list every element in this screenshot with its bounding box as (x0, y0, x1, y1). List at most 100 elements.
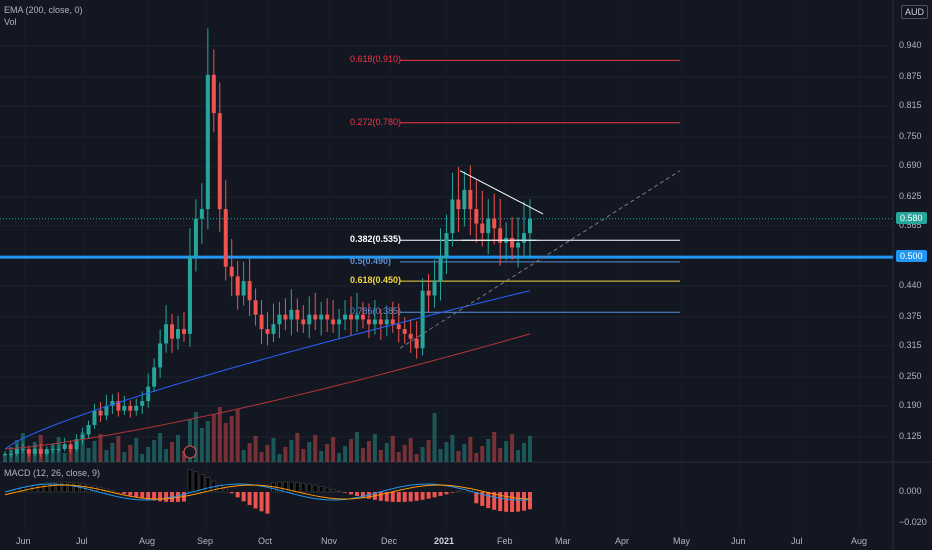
time-tick-label: Aug (851, 536, 868, 546)
candle-body (372, 319, 377, 325)
candle-body (319, 314, 324, 320)
volume-bar (164, 449, 169, 462)
candle-body (474, 209, 479, 224)
price-tick-label: 0.440 (899, 279, 922, 290)
volume-bar (516, 450, 521, 462)
volume-bar (432, 413, 437, 462)
macd-histogram-bar (282, 481, 288, 493)
volume-bar (170, 442, 175, 462)
price-tick-label: 0.190 (899, 399, 922, 410)
volume-bar (402, 445, 407, 462)
volume-bar (295, 433, 300, 462)
candle-body (229, 266, 234, 277)
price-tick-label: 0.875 (899, 71, 922, 82)
price-tick-label: 0.565 (899, 219, 922, 230)
volume-bar (480, 446, 485, 462)
volume-bar (450, 435, 455, 462)
volume-bar (205, 421, 210, 462)
candle-body (140, 401, 145, 406)
macd-histogram-bar (396, 492, 401, 502)
candle-body (325, 314, 330, 320)
candle-body (480, 223, 485, 234)
time-tick-label: 2021 (434, 536, 455, 546)
macd-histogram-bar (438, 492, 443, 496)
candle-body (56, 448, 61, 450)
time-tick-label: Dec (381, 536, 398, 546)
candle-body (98, 410, 103, 416)
volume-bar (372, 434, 377, 462)
candle-body (384, 319, 389, 325)
volume-bar (92, 441, 97, 462)
candle-body (492, 218, 497, 229)
candle-body (378, 319, 383, 325)
time-tick-label: Feb (497, 536, 513, 546)
volume-bar (38, 435, 43, 462)
macd-histogram-bar (44, 482, 50, 493)
candle-body (283, 314, 288, 320)
fib-level-label: 0.786(0.385) (350, 306, 402, 317)
volume-bar (211, 414, 216, 462)
volume-bar (390, 436, 395, 462)
candle-body (450, 199, 455, 234)
candle-body (444, 233, 449, 258)
volume-bar (68, 446, 73, 462)
price-tick-label: 0.125 (899, 431, 922, 441)
candle-body (241, 281, 246, 296)
candle-body (134, 405, 139, 411)
macd-histogram-bar (414, 492, 419, 501)
ema-legend: EMA (200, close, 0) (4, 5, 83, 15)
volume-bar (456, 451, 461, 462)
volume-bar (408, 438, 413, 462)
volume-bar (468, 437, 473, 462)
candle-body (26, 448, 31, 454)
candle-body (152, 367, 157, 387)
macd-histogram-bar (68, 481, 74, 493)
volume-bar (396, 452, 401, 462)
macd-histogram-bar (247, 492, 252, 506)
macd-histogram-bar (128, 492, 133, 496)
candle-body (486, 218, 491, 234)
volume-bar (307, 442, 312, 462)
macd-histogram-bar (522, 492, 527, 511)
time-tick-label: Sep (197, 536, 214, 546)
volume-bar (343, 446, 348, 462)
price-tick-label: 0.815 (899, 99, 922, 110)
candle-body (146, 386, 151, 402)
macd-histogram-bar (444, 492, 449, 495)
volume-bar (116, 436, 121, 462)
macd-histogram-bar (480, 492, 485, 506)
macd-histogram-bar (354, 492, 359, 496)
currency-badge[interactable]: AUD (900, 5, 928, 19)
candle-body (8, 453, 13, 455)
macd-histogram-bar (56, 481, 62, 493)
candle-body (181, 329, 186, 334)
volume-bar (62, 453, 67, 462)
candle-body (170, 324, 175, 339)
candle-body (14, 448, 19, 454)
candle-body (253, 300, 258, 315)
candle-body (366, 319, 371, 325)
macd-histogram-bar (432, 492, 437, 498)
macd-histogram-bar (384, 492, 389, 502)
candle-body (396, 324, 401, 330)
volume-bar (289, 440, 294, 462)
macd-histogram-bar (86, 484, 92, 493)
candle-body (164, 324, 169, 344)
volume-bar (247, 443, 252, 462)
macd-histogram-bar (158, 492, 163, 502)
macd-histogram-bar (330, 488, 336, 493)
fib-level-label: 0.618(0.450) (350, 275, 402, 286)
volume-bar (462, 444, 467, 462)
volume-bar (158, 433, 163, 462)
candle-body (277, 314, 282, 325)
volume-bar (271, 438, 276, 462)
macd-histogram-bar (498, 492, 503, 512)
volume-bar (301, 449, 306, 462)
volume-bar (217, 407, 222, 462)
volume-bar (522, 443, 527, 462)
volume-bar (438, 449, 443, 462)
candle-body (205, 74, 210, 210)
volume-bar (146, 447, 151, 462)
support-price-tag: 0.500 (896, 250, 927, 263)
